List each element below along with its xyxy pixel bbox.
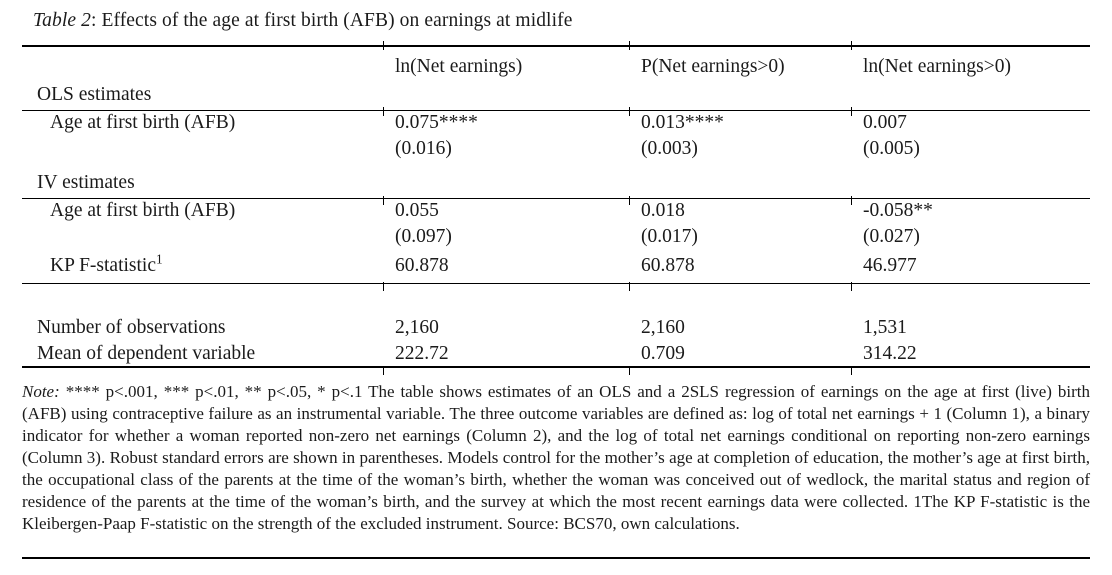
header-row: OLS estimates ln(Net earnings) P(Net ear…	[22, 46, 1090, 110]
cell-iv-se-col2: (0.017)	[641, 226, 698, 247]
note-body: **** p<.001, *** p<.01, ** p<.05, * p<.1…	[22, 382, 1091, 533]
kp-label-text: KP F-statistic	[50, 254, 156, 276]
table-row-iv-afb-coefficients: Age at first birth (AFB) 0.055 0.018 -0.…	[22, 198, 1090, 224]
table-row-iv-afb-standard-errors: (0.097) (0.017) (0.027)	[22, 224, 1090, 250]
column-rule-tick	[383, 196, 384, 205]
column-header-p-net-earnings: P(Net earnings>0)	[641, 56, 785, 77]
cell-obs-col3: 1,531	[863, 317, 907, 338]
section-row-iv: IV estimates	[22, 162, 1090, 198]
column-rule-tick	[383, 282, 384, 291]
cell-kp-col2: 60.878	[641, 254, 695, 276]
column-rule-tick	[629, 107, 630, 116]
table-note: Note: **** p<.001, *** p<.01, ** p<.05, …	[22, 381, 1090, 559]
column-rule-tick	[851, 107, 852, 116]
table-row-ols-afb-standard-errors: (0.016) (0.003) (0.005)	[22, 136, 1090, 162]
table-row-ols-afb-coefficients: Age at first birth (AFB) 0.075**** 0.013…	[22, 110, 1090, 136]
spacer-row	[22, 283, 1090, 315]
cell-ols-afb-col3: 0.007	[863, 112, 907, 134]
results-table: OLS estimates ln(Net earnings) P(Net ear…	[22, 45, 1090, 368]
cell-ols-se-col3: (0.005)	[863, 138, 920, 159]
column-rule-tick	[629, 282, 630, 291]
cell-iv-se-col3: (0.027)	[863, 226, 920, 247]
cell-kp-col3: 46.977	[863, 254, 917, 276]
table-title-text: : Effects of the age at first birth (AFB…	[90, 10, 573, 31]
cell-iv-afb-col1: 0.055	[395, 200, 439, 222]
cell-mean-col3: 314.22	[863, 342, 917, 364]
cell-mean-col1: 222.72	[395, 342, 449, 364]
column-rule-tick	[629, 41, 630, 50]
column-rule-tick	[629, 196, 630, 205]
cell-ols-afb-col1: 0.075****	[395, 112, 478, 134]
column-rule-tick	[851, 196, 852, 205]
row-label-afb-ols: Age at first birth (AFB)	[50, 112, 236, 134]
cell-ols-se-col2: (0.003)	[641, 138, 698, 159]
cell-iv-se-col1: (0.097)	[395, 226, 452, 247]
table-row-mean-dependent-variable: Mean of dependent variable 222.72 0.709 …	[22, 341, 1090, 367]
row-label-observations: Number of observations	[37, 317, 226, 338]
column-rule-tick	[383, 41, 384, 50]
cell-ols-afb-col2: 0.013****	[641, 112, 724, 134]
table-title-number: Table 2	[33, 10, 91, 31]
column-rule-tick	[851, 41, 852, 50]
cell-mean-col2: 0.709	[641, 342, 685, 364]
table-row-number-of-observations: Number of observations 2,160 2,160 1,531	[22, 315, 1090, 341]
cell-ols-se-col1: (0.016)	[395, 138, 452, 159]
row-label-afb-iv: Age at first birth (AFB)	[50, 200, 236, 222]
column-rule-tick	[383, 366, 384, 375]
section-label-iv: IV estimates	[37, 171, 135, 193]
cell-obs-col1: 2,160	[395, 317, 439, 338]
column-rule-tick	[383, 107, 384, 116]
table-row-kp-f-statistic: KP F-statistic1 60.878 60.878 46.977	[22, 250, 1090, 283]
row-label-mean: Mean of dependent variable	[37, 342, 256, 364]
column-rule-tick	[851, 366, 852, 375]
section-label-ols: OLS estimates	[37, 83, 152, 105]
table-title: Table 2: Effects of the age at first bir…	[33, 10, 572, 32]
row-label-kp-f-statistic: KP F-statistic1	[22, 250, 383, 283]
cell-kp-col1: 60.878	[395, 254, 449, 276]
cell-iv-afb-col3: -0.058**	[863, 200, 933, 222]
row-label-empty	[22, 224, 383, 250]
cell-obs-col2: 2,160	[641, 317, 685, 338]
column-rule-tick	[629, 366, 630, 375]
row-label-empty	[22, 136, 383, 162]
column-header-ln-net-earnings: ln(Net earnings)	[395, 56, 523, 77]
note-prefix: Note:	[22, 382, 60, 401]
column-header-ln-net-earnings-positive: ln(Net earnings>0)	[863, 56, 1011, 77]
cell-iv-afb-col2: 0.018	[641, 200, 685, 222]
kp-footnote-marker: 1	[156, 251, 163, 266]
column-rule-tick	[851, 282, 852, 291]
